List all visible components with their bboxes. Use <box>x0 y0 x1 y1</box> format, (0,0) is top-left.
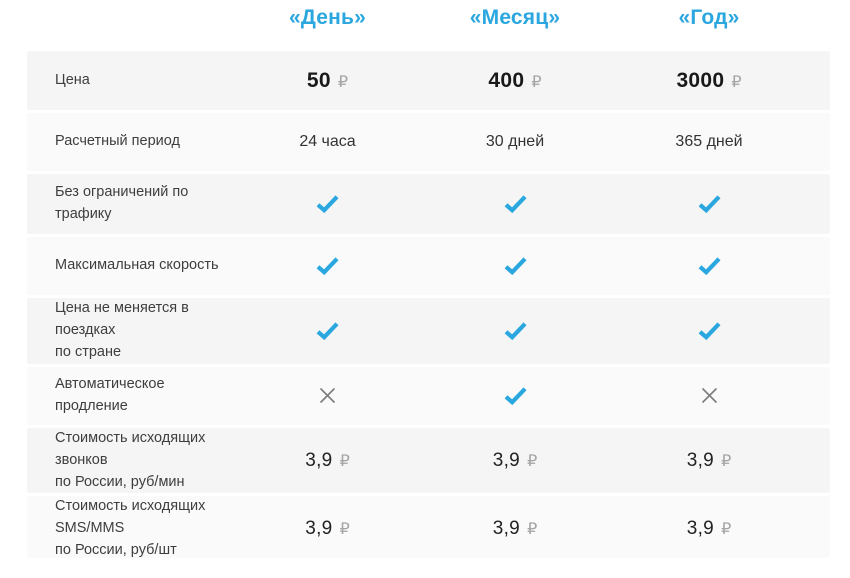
period-cell: 30 дней <box>416 133 614 151</box>
table-row-roaming: Цена не меняется в поездках по стране <box>27 298 830 364</box>
row-label: Стоимость исходящих SMS/MMS по России, р… <box>55 498 206 558</box>
period-cell: 365 дней <box>614 133 804 151</box>
price-value: 3000 <box>676 68 725 92</box>
column-header-month[interactable]: «Месяц» <box>469 6 561 29</box>
column-header-year[interactable]: «Год» <box>678 6 740 29</box>
check-icon <box>614 195 804 213</box>
check-icon <box>239 195 416 213</box>
table-body: Цена 50 ₽ 400 ₽ 3000 ₽ Расчетный период 24 … <box>27 51 830 558</box>
ruble-sign: ₽ <box>531 73 542 91</box>
check-icon <box>416 387 614 405</box>
row-label: Расчетный период <box>55 133 180 150</box>
period-value: 24 часа <box>299 133 356 150</box>
price-cell: 3,9 ₽ <box>614 450 804 472</box>
ruble-sign: ₽ <box>339 520 350 538</box>
row-label: Цена <box>55 71 90 88</box>
price-value: 3,9 <box>492 517 521 539</box>
table-row-calls-cost: Стоимость исходящих звонков по России, р… <box>27 428 830 493</box>
table-row-price: Цена 50 ₽ 400 ₽ 3000 ₽ <box>27 51 830 110</box>
check-icon <box>416 257 614 275</box>
price-cell: 3,9 ₽ <box>239 518 416 540</box>
table-row-autorenew: Автоматическое продление <box>27 367 830 425</box>
table-row-period: Расчетный период 24 часа 30 дней 365 дне… <box>27 113 830 171</box>
price-cell: 3,9 ₽ <box>239 450 416 472</box>
check-icon <box>239 257 416 275</box>
row-label: Максимальная скорость <box>55 257 219 274</box>
column-header-day[interactable]: «День» <box>288 6 367 29</box>
table-row-traffic: Без ограничений по трафику <box>27 174 830 234</box>
check-icon <box>614 257 804 275</box>
price-value: 3,9 <box>305 517 333 539</box>
price-value: 3,9 <box>686 449 715 471</box>
price-cell: 3,9 ₽ <box>416 450 614 472</box>
ruble-sign: ₽ <box>337 73 349 91</box>
check-icon <box>614 322 804 340</box>
ruble-sign: ₽ <box>527 520 538 538</box>
price-cell: 3000 ₽ <box>614 69 804 93</box>
row-label: Без ограничений по трафику <box>55 184 189 222</box>
price-cell: 400 ₽ <box>416 69 614 93</box>
period-value: 30 дней <box>485 133 545 150</box>
price-cell: 3,9 ₽ <box>416 518 614 540</box>
price-cell: 3,9 ₽ <box>614 518 804 540</box>
cross-icon <box>239 387 416 405</box>
price-cell: 50 ₽ <box>239 69 416 93</box>
cross-icon <box>614 387 804 405</box>
price-value: 3,9 <box>305 449 333 471</box>
period-cell: 24 часа <box>239 133 416 151</box>
row-label: Цена не меняется в поездках по стране <box>55 300 189 360</box>
price-value: 50 <box>306 68 331 92</box>
price-value: 400 <box>488 68 525 92</box>
check-icon <box>416 195 614 213</box>
table-row-speed: Максимальная скорость <box>27 237 830 295</box>
ruble-sign: ₽ <box>527 452 538 470</box>
table-row-sms-cost: Стоимость исходящих SMS/MMS по России, р… <box>27 496 830 558</box>
price-value: 3,9 <box>492 449 521 471</box>
row-label: Автоматическое продление <box>55 376 165 414</box>
ruble-sign: ₽ <box>339 452 350 470</box>
ruble-sign: ₽ <box>721 520 732 538</box>
check-icon <box>239 322 416 340</box>
ruble-sign: ₽ <box>721 452 732 470</box>
table-header: «День» «Месяц» «Год» <box>27 0 830 51</box>
price-value: 3,9 <box>686 517 715 539</box>
check-icon <box>416 322 614 340</box>
row-label: Стоимость исходящих звонков по России, р… <box>55 430 206 490</box>
ruble-sign: ₽ <box>731 73 742 91</box>
period-value: 365 дней <box>675 133 743 150</box>
